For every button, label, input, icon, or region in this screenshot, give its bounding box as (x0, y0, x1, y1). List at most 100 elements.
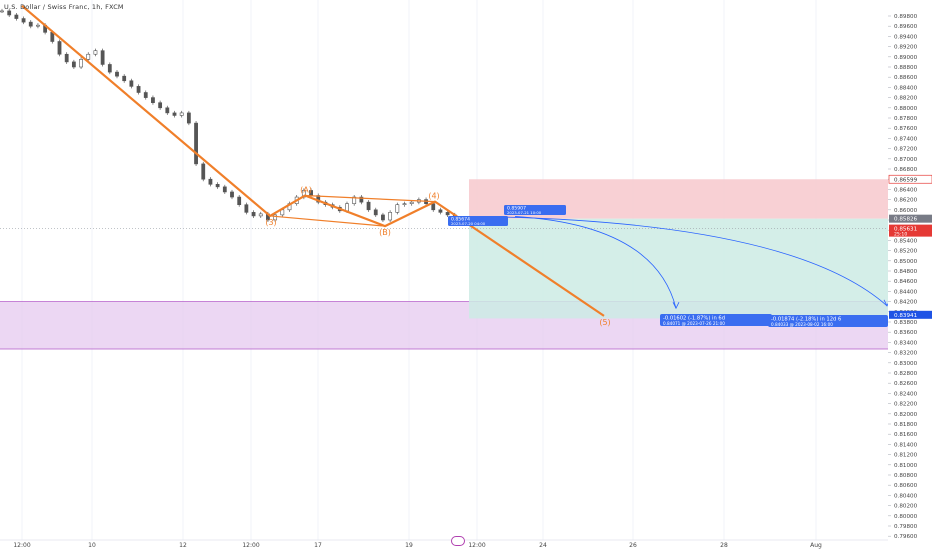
candle-down (237, 196, 242, 206)
price-tick-label: 0.81000 (894, 463, 918, 469)
candle-down (445, 212, 450, 216)
price-tick-label: 0.87200 (894, 147, 918, 153)
price-tick-label: 0.83600 (894, 330, 918, 336)
price-axis (888, 0, 932, 550)
candle-down (129, 80, 134, 87)
time-tick-label: 12:00 (13, 542, 30, 549)
candle-down (251, 212, 256, 217)
projection-label-line2: 0.84033 @ 2023-08-02 16:00 (771, 322, 833, 327)
time-tick-label: 24 (539, 542, 547, 549)
candle-down (14, 14, 19, 19)
candle-up (179, 112, 184, 116)
candle-down (208, 178, 213, 185)
candle-up (345, 203, 349, 212)
price-tick-label: 0.80400 (894, 493, 918, 499)
candle-down (230, 191, 234, 198)
candle-up (0, 10, 4, 13)
price-tick-label: 0.85000 (894, 259, 918, 265)
candle-down (7, 10, 12, 16)
price-tick-label: 0.81400 (894, 442, 918, 448)
projection-arc (469, 216, 888, 307)
candle-down (186, 112, 191, 124)
projection-label-line1: -0.01602 (-1.87%) in 6d (663, 316, 725, 322)
price-tick-label: 0.86800 (894, 167, 918, 173)
price-tick-label: 0.86200 (894, 198, 918, 204)
candle-down (57, 41, 62, 55)
axis-price-label-text: 0.85631 (894, 227, 918, 233)
candle-down (244, 204, 249, 213)
channel-lower-line (269, 215, 386, 227)
price-tick-label: 0.80600 (894, 483, 918, 489)
price-tick-label: 0.84400 (894, 289, 918, 295)
axis-price-label-text: 0.86599 (894, 177, 918, 183)
price-tick-label: 0.88800 (894, 65, 918, 71)
price-tick-label: 0.87800 (894, 116, 918, 122)
price-tick-label: 0.79600 (894, 534, 918, 540)
candle-down (64, 53, 69, 63)
price-tick-label: 0.83800 (894, 320, 918, 326)
candle-up (36, 24, 40, 27)
reward-box (469, 218, 888, 319)
candle-down (201, 163, 206, 180)
time-tick-label: 19 (405, 542, 413, 549)
candle-up (402, 203, 407, 205)
time-tick-label: 17 (314, 542, 322, 549)
price-tick-label: 0.86000 (894, 208, 918, 214)
price-tick-label: 0.82200 (894, 402, 918, 408)
candle-up (93, 50, 98, 55)
price-tick-label: 0.83200 (894, 351, 918, 357)
price-annotation-time: 2023-07-20 04:00 (451, 221, 486, 226)
candle-down (151, 97, 155, 103)
time-tick-label: 12:00 (242, 542, 259, 549)
axis-countdown-text: 25:10 (894, 232, 907, 238)
candle-down (21, 18, 26, 23)
wave-label: (B) (379, 228, 391, 237)
candle-down (194, 122, 198, 165)
price-tick-label: 0.89600 (894, 24, 918, 30)
candle-down (172, 112, 177, 116)
axis-price-label (889, 224, 932, 237)
candle-down (165, 107, 170, 114)
candle-down (215, 184, 220, 188)
projection-label-box (768, 315, 888, 327)
time-tick-label: Aug (810, 542, 822, 549)
price-tick-label: 0.89800 (894, 14, 918, 20)
candle-up (86, 53, 91, 60)
price-tick-label: 0.80200 (894, 504, 918, 510)
candle-up (388, 212, 393, 221)
arrow-head-icon (672, 302, 680, 310)
price-tick-label: 0.82000 (894, 412, 918, 418)
candle-up (258, 213, 263, 217)
candle-up (395, 204, 400, 213)
price-tick-label: 0.88400 (894, 85, 918, 91)
price-tick-label: 0.86400 (894, 187, 918, 193)
candle-down (222, 186, 227, 193)
time-tick-label: 28 (720, 542, 728, 549)
price-annotation-box (504, 205, 566, 215)
time-tick-label: 26 (629, 542, 637, 549)
price-tick-label: 0.85200 (894, 249, 918, 255)
candle-down (71, 61, 76, 68)
price-tick-label: 0.81200 (894, 453, 918, 459)
candle-down (359, 196, 364, 203)
price-tick-label: 0.88200 (894, 96, 918, 102)
price-tick-label: 0.87400 (894, 136, 918, 142)
price-tick-label: 0.84600 (894, 279, 918, 285)
candle-down (136, 86, 141, 93)
tradingview-logo-icon[interactable] (451, 536, 465, 546)
wave-label: (4) (428, 192, 439, 201)
price-tick-label: 0.87600 (894, 126, 918, 132)
price-tick-label: 0.89000 (894, 55, 918, 61)
candle-up (79, 59, 83, 68)
projection-label-line2: 0.84071 @ 2023-07-26 21:00 (663, 321, 725, 326)
candle-down (366, 201, 371, 211)
price-tick-label: 0.89400 (894, 34, 918, 40)
price-tick-label: 0.84200 (894, 300, 918, 306)
projection-arc (514, 216, 677, 309)
price-tick-label: 0.81800 (894, 422, 918, 428)
price-tick-label: 0.88600 (894, 75, 918, 81)
projection-label-line1: -0.01874 (-2.18%) in 12d 6 (771, 317, 841, 323)
price-annotation-value: 0.85674 (451, 217, 470, 223)
